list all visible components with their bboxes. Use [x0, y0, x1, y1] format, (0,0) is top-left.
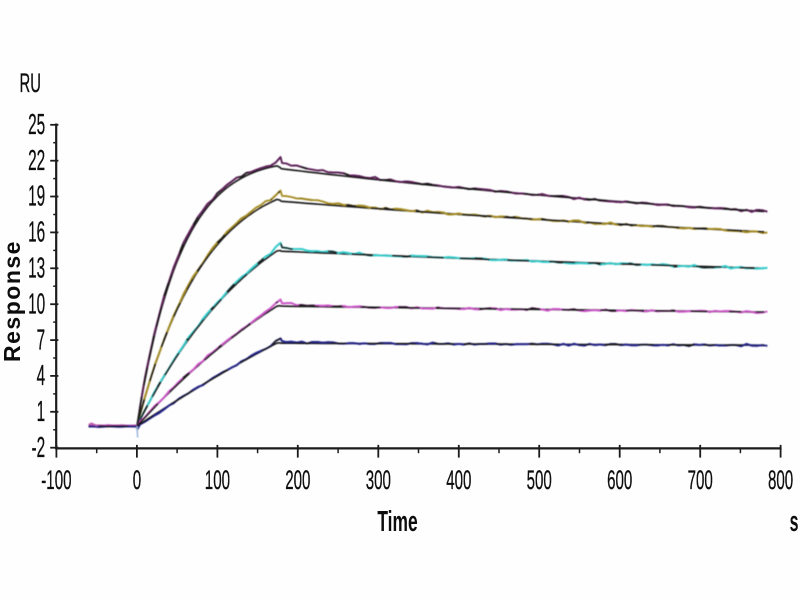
svg-text:19: 19	[28, 179, 45, 211]
svg-text:200: 200	[285, 464, 310, 495]
svg-text:800: 800	[768, 464, 793, 495]
svg-text:400: 400	[446, 464, 471, 495]
svg-text:13: 13	[28, 251, 45, 283]
svg-text:0: 0	[133, 464, 141, 495]
svg-text:RU: RU	[20, 67, 41, 98]
svg-text:700: 700	[688, 464, 713, 495]
svg-text:300: 300	[366, 464, 391, 495]
svg-text:Time: Time	[377, 506, 417, 539]
svg-text:25: 25	[28, 108, 45, 140]
svg-text:500: 500	[527, 464, 552, 495]
svg-text:600: 600	[607, 464, 632, 495]
svg-text:16: 16	[28, 215, 45, 247]
svg-text:7: 7	[37, 323, 46, 355]
svg-text:10: 10	[28, 287, 45, 319]
svg-text:s: s	[790, 505, 799, 537]
svg-text:1: 1	[37, 395, 46, 427]
svg-text:-2: -2	[32, 431, 46, 463]
svg-text:100: 100	[205, 464, 230, 495]
svg-text:-100: -100	[41, 464, 71, 495]
svg-text:4: 4	[37, 359, 46, 391]
svg-text:Response: Response	[0, 240, 25, 362]
svg-text:22: 22	[28, 144, 45, 176]
